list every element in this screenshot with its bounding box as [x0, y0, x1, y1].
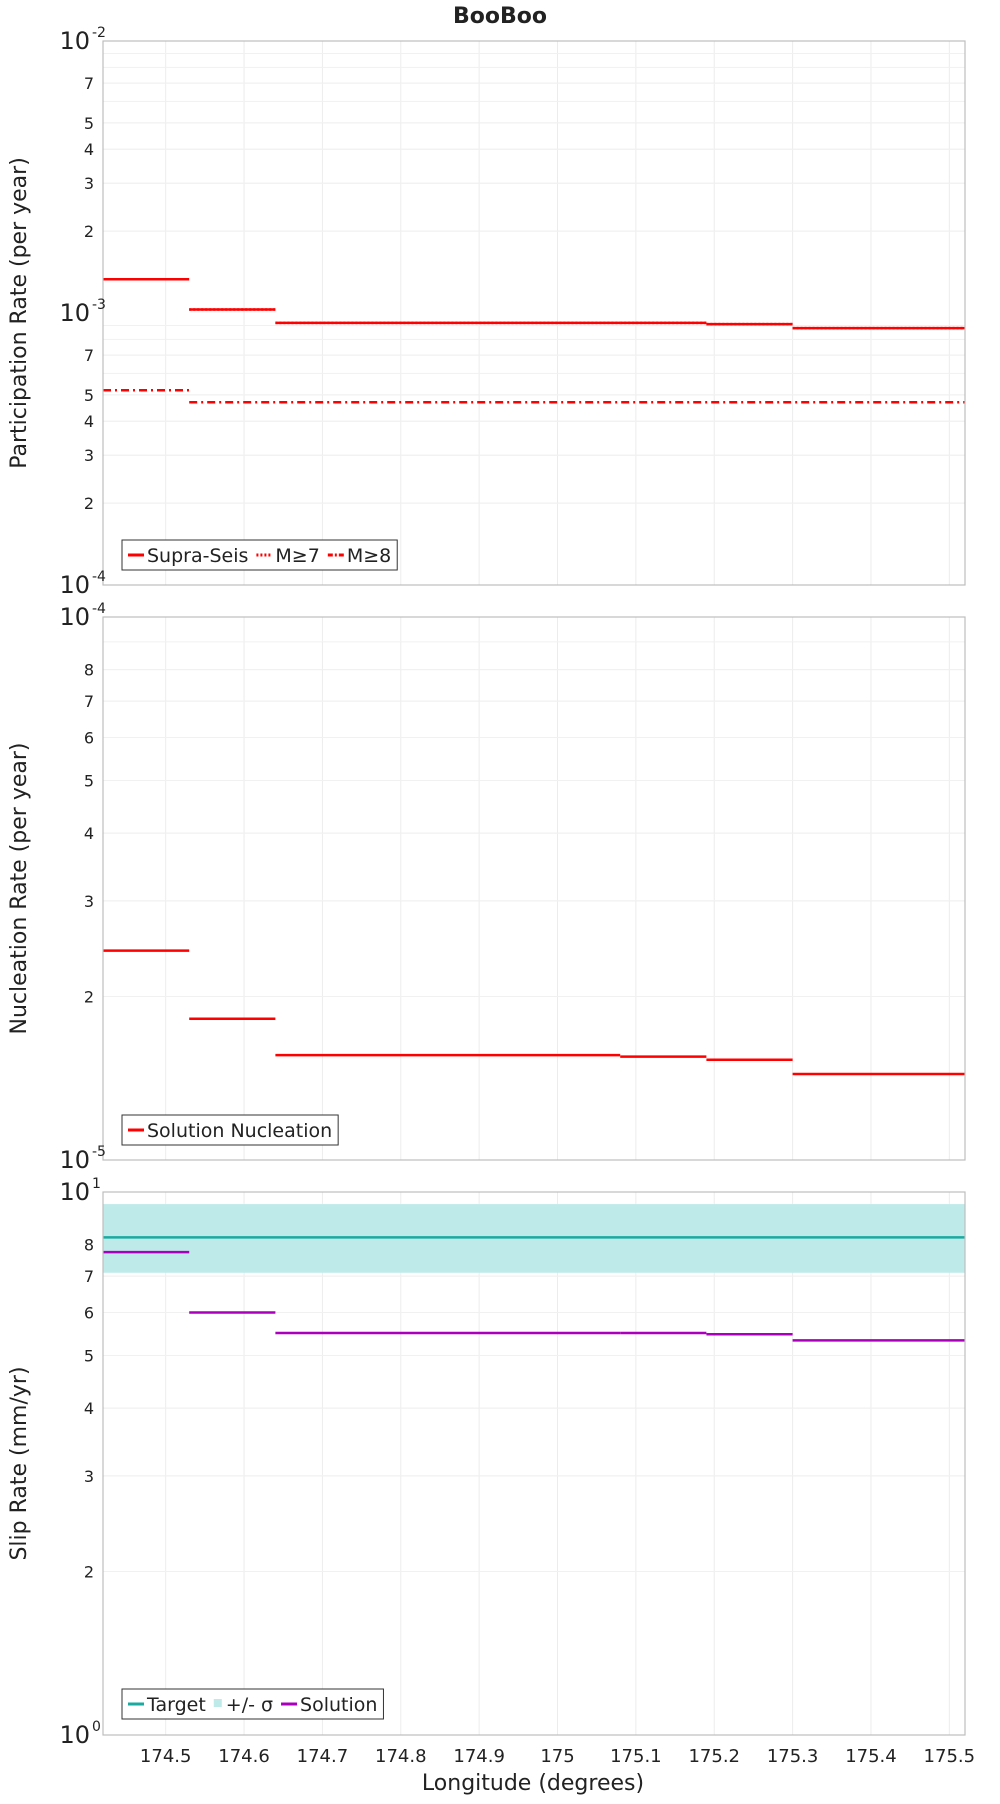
legend: Solution Nucleation — [121, 1114, 339, 1146]
y-tick-label: 5 — [84, 386, 94, 405]
legend-item: Target — [128, 1694, 206, 1716]
x-tick-label: 174.6 — [218, 1746, 270, 1767]
legend-swatch — [213, 1699, 222, 1707]
y-major-tick-label: 10 — [59, 603, 90, 631]
y-tick-label: 5 — [84, 1346, 94, 1365]
legend: Supra-Seis M≥7 M≥8 — [121, 539, 398, 571]
x-axis-label: Longitude (degrees) — [422, 1771, 644, 1796]
y-axis-label: Participation Rate (per year) — [7, 157, 32, 469]
legend-box — [121, 539, 398, 571]
legend-item: M≥7 — [256, 545, 320, 567]
y-tick-label: 3 — [84, 1467, 94, 1486]
legend: Target +/- σ Solution — [121, 1688, 384, 1720]
y-major-tick-label: 10 — [59, 1146, 90, 1174]
x-tick-label: 175.1 — [610, 1746, 662, 1767]
y-axis-label: Slip Rate (mm/yr) — [7, 1366, 32, 1560]
legend-background — [122, 1689, 384, 1719]
y-major-tick-label: 10 — [59, 1178, 90, 1206]
y-axis-label: Nucleation Rate (per year) — [7, 743, 32, 1035]
legend-label: M≥7 — [275, 545, 319, 567]
y-major-tick-exponent: -5 — [92, 1144, 106, 1160]
legend-background — [122, 1115, 339, 1145]
y-major-tick-exponent: -3 — [92, 297, 106, 313]
x-tick-label: 174.8 — [375, 1746, 427, 1767]
legend-box — [121, 1688, 384, 1720]
legend-label: Target — [146, 1694, 206, 1716]
y-major-tick-exponent: -2 — [92, 25, 106, 41]
legend-label: M≥8 — [347, 545, 391, 567]
y-tick-label: 4 — [84, 1399, 94, 1418]
x-tick-label: 175.5 — [924, 1746, 976, 1767]
y-tick-label: 3 — [84, 892, 94, 911]
y-tick-label: 5 — [84, 114, 94, 133]
legend-label: Supra-Seis — [147, 545, 248, 567]
y-major-tick-exponent: -4 — [92, 601, 106, 617]
legend-item: M≥8 — [327, 545, 391, 567]
series-m-8 — [103, 388, 965, 404]
x-tick-label: 175 — [540, 1746, 574, 1767]
y-major-tick-label: 10 — [59, 1721, 90, 1749]
legend-box — [121, 1114, 339, 1146]
legend-label: +/- σ — [226, 1694, 273, 1716]
y-tick-label: 2 — [84, 988, 94, 1007]
y-tick-label: 4 — [84, 824, 94, 843]
y-tick-label: 5 — [84, 771, 94, 790]
x-tick-label: 175.3 — [767, 1746, 819, 1767]
legend-item: Solution — [281, 1694, 377, 1716]
plot-area — [103, 41, 965, 585]
y-tick-label: 8 — [84, 661, 94, 680]
y-major-tick-label: 10 — [59, 571, 90, 599]
chart-title: BooBoo — [453, 4, 547, 29]
x-tick-label: 174.9 — [453, 1746, 505, 1767]
x-tick-label: 175.2 — [688, 1746, 740, 1767]
y-tick-label: 3 — [84, 174, 94, 193]
x-tick-label: 175.4 — [845, 1746, 897, 1767]
plot-frame — [102, 616, 966, 1161]
y-major-tick-label: 10 — [59, 299, 90, 327]
y-major-tick-exponent: 0 — [92, 1719, 101, 1735]
plot-area — [103, 617, 965, 1160]
plot-frame — [102, 40, 966, 586]
y-tick-label: 6 — [84, 728, 94, 747]
y-major-tick-exponent: -4 — [92, 569, 106, 585]
y-tick-label: 4 — [84, 140, 94, 159]
series-solution-nucleation — [103, 949, 965, 1076]
legend-label: Solution — [300, 1694, 377, 1716]
legend-background — [122, 540, 398, 570]
series-solution — [103, 1250, 965, 1342]
y-tick-label: 7 — [84, 346, 94, 365]
plot-area — [103, 1192, 965, 1735]
x-tick-label: 174.5 — [140, 1746, 192, 1767]
legend-item: Solution Nucleation — [128, 1120, 332, 1142]
y-tick-label: 2 — [84, 222, 94, 241]
series-m-7 — [103, 278, 965, 330]
y-tick-label: 3 — [84, 446, 94, 465]
y-tick-label: 6 — [84, 1303, 94, 1322]
y-major-tick-label: 10 — [59, 27, 90, 55]
y-tick-label: 8 — [84, 1236, 94, 1255]
legend-item: Supra-Seis — [128, 545, 248, 567]
legend-label: Solution Nucleation — [147, 1120, 332, 1142]
y-tick-label: 7 — [84, 1267, 94, 1286]
x-tick-label: 174.7 — [297, 1746, 349, 1767]
y-tick-label: 7 — [84, 692, 94, 711]
plot-frame — [102, 1191, 966, 1736]
legend-item: +/- σ — [213, 1694, 273, 1716]
y-major-tick-exponent: 1 — [92, 1176, 101, 1192]
y-tick-label: 2 — [84, 494, 94, 513]
y-tick-label: 4 — [84, 412, 94, 431]
y-tick-label: 7 — [84, 74, 94, 93]
y-tick-label: 2 — [84, 1563, 94, 1582]
